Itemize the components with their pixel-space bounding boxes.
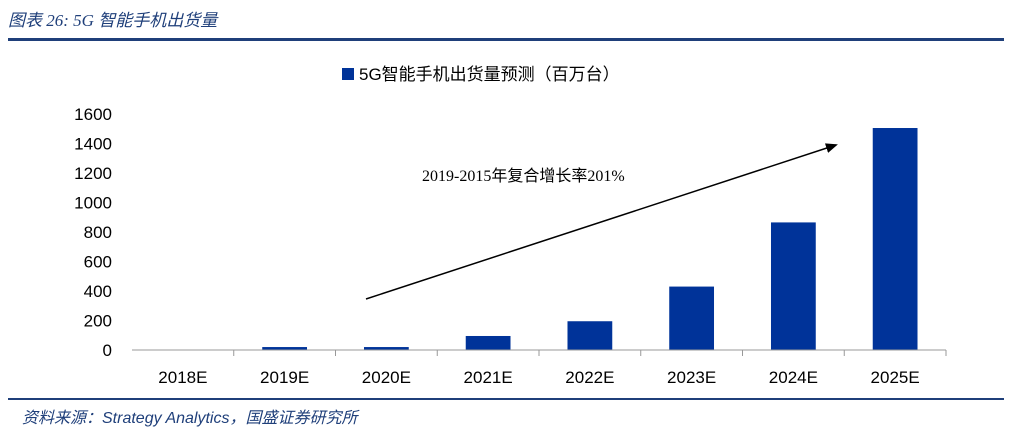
cagr-annotation: 2019-2015年复合增长率201% [422, 167, 625, 185]
legend-label: 5G智能手机出货量预测（百万台） [359, 65, 620, 84]
bottom-rule [8, 398, 1004, 400]
y-tick-label: 0 [103, 341, 112, 360]
x-tick-label: 2023E [667, 368, 716, 387]
bar-2019E [262, 347, 308, 350]
bar-2020E [363, 347, 409, 350]
x-tick-label: 2018E [158, 368, 207, 387]
trend-arrow [365, 143, 838, 300]
figure-title: 图表 26: 5G 智能手机出货量 [8, 11, 218, 30]
x-tick-label: 2024E [769, 368, 818, 387]
y-tick-label: 800 [84, 223, 112, 242]
bars [160, 128, 918, 350]
bar-chart: 5G智能手机出货量预测（百万台） 0 200 400 600 800 1000 1200 14… [74, 65, 947, 387]
y-tick-label: 1600 [74, 105, 112, 124]
x-tick-label: 2019E [260, 368, 309, 387]
y-tick-label: 200 [84, 312, 112, 331]
x-axis: 2018E 2019E 2020E 2021E 2022E 2023E 2024E 2025E [158, 350, 947, 387]
y-tick-label: 1400 [74, 135, 112, 154]
y-tick-label: 600 [84, 253, 112, 272]
y-tick-label: 1200 [74, 164, 112, 183]
y-tick-label: 1000 [74, 194, 112, 213]
y-tick-label: 400 [84, 282, 112, 301]
top-rule [8, 38, 1004, 41]
y-axis: 0 200 400 600 800 1000 1200 1400 1600 [74, 105, 112, 360]
bar-2022E [567, 321, 613, 350]
x-tick-label: 2020E [362, 368, 411, 387]
x-tick-label: 2021E [464, 368, 513, 387]
bar-2024E [770, 222, 816, 350]
x-tick-label: 2022E [565, 368, 614, 387]
bar-2021E [465, 335, 511, 350]
bar-2023E [669, 286, 715, 350]
source-note: 资料来源：Strategy Analytics，国盛证券研究所 [22, 410, 358, 427]
x-tick-label: 2025E [871, 368, 920, 387]
bar-2025E [872, 128, 918, 350]
legend-swatch [342, 68, 354, 80]
legend: 5G智能手机出货量预测（百万台） [342, 65, 620, 84]
